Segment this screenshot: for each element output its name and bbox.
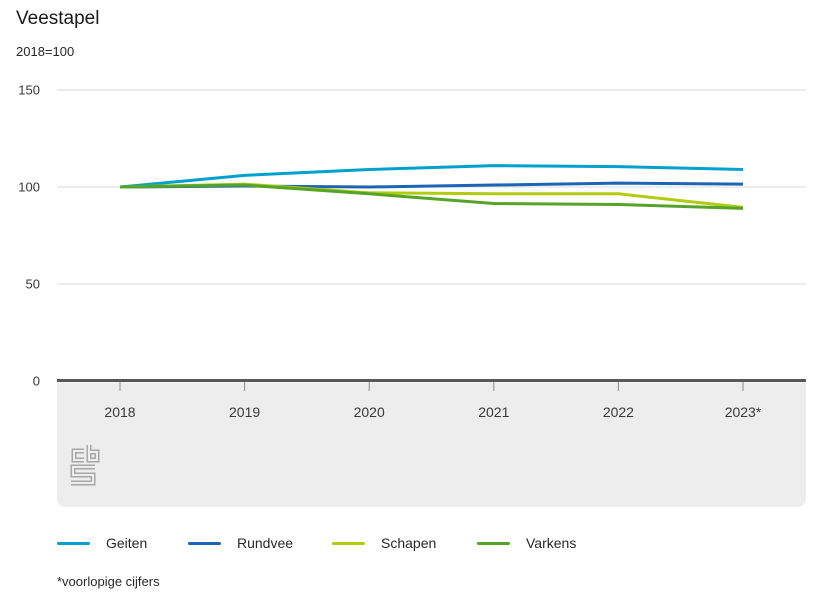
legend-label: Schapen xyxy=(381,535,437,551)
x-tick-label: 2020 xyxy=(354,404,385,420)
x-tick-label: 2018 xyxy=(104,404,135,420)
series-line-geiten xyxy=(119,164,744,189)
legend-label: Varkens xyxy=(526,535,577,551)
chart-title: Veestapel xyxy=(16,8,100,29)
x-tick-label: 2022 xyxy=(603,404,634,420)
y-tick-label: 0 xyxy=(33,374,40,389)
legend-swatch-geiten xyxy=(57,541,90,545)
chart-subtitle: 2018=100 xyxy=(16,44,75,59)
x-axis-band xyxy=(57,382,806,507)
legend-label: Rundvee xyxy=(237,535,294,551)
y-tick-label: 100 xyxy=(18,180,40,195)
chart-legend: Geiten Rundvee Schapen Varkens xyxy=(0,533,820,553)
footnote: *voorlopige cijfers xyxy=(57,574,160,589)
legend-item-geiten: Geiten xyxy=(57,533,147,553)
cbs-logo xyxy=(70,445,100,486)
x-tick-label: 2019 xyxy=(229,404,260,420)
legend-swatch-schapen xyxy=(332,541,365,545)
legend-swatch-varkens xyxy=(477,541,510,545)
series-line-varkens xyxy=(119,183,744,210)
x-tick-label: 2021 xyxy=(478,404,509,420)
chart-plot-area: 0 50 100 150 2018 2019 2020 2021 2022 2023* xyxy=(18,83,806,507)
y-tick-label: 150 xyxy=(18,83,40,98)
legend-item-rundvee: Rundvee xyxy=(188,533,293,553)
legend-swatch-rundvee xyxy=(188,541,221,545)
legend-item-varkens: Varkens xyxy=(477,533,576,553)
legend-item-schapen: Schapen xyxy=(332,533,436,553)
y-tick-label: 50 xyxy=(26,277,40,292)
x-tick-label: 2023* xyxy=(725,404,762,420)
legend-label: Geiten xyxy=(106,535,148,551)
